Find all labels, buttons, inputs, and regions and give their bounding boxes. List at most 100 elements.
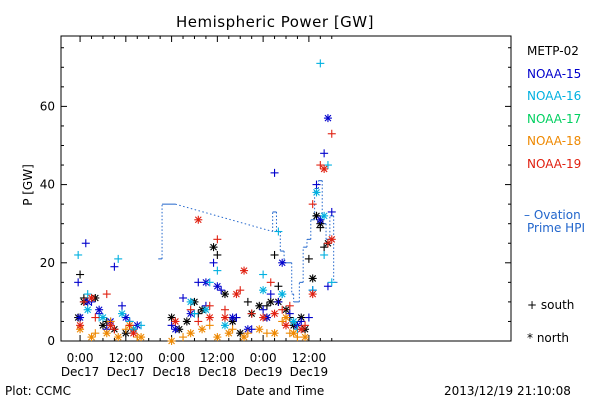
marker-d2 xyxy=(259,314,267,321)
point-noaa-15-south xyxy=(304,313,313,322)
point-noaa-19-north xyxy=(194,215,203,224)
point-noaa-18-north xyxy=(87,333,96,342)
point-metp-02-south xyxy=(320,243,329,252)
point-noaa-16-south xyxy=(190,309,199,318)
marker-legend-south: + south xyxy=(527,298,574,312)
point-noaa-18-south xyxy=(121,325,130,334)
marker-d2 xyxy=(320,165,328,173)
point-noaa-16-south xyxy=(316,59,325,68)
point-noaa-16-north xyxy=(259,286,268,295)
point-metp-02-north xyxy=(236,329,245,338)
point-noaa-19-north xyxy=(270,309,279,318)
point-noaa-16-north xyxy=(186,297,195,306)
marker-label-south: south xyxy=(540,298,575,312)
x-tick-date-5: Dec19 xyxy=(290,365,329,379)
x-tick-date-1: Dec17 xyxy=(107,365,146,379)
point-metp-02-south xyxy=(262,301,271,310)
marker-d2 xyxy=(282,314,290,321)
marker-d2 xyxy=(221,290,229,298)
legend-item-noaa-15: NOAA-15 xyxy=(527,66,582,81)
marker-d2 xyxy=(236,329,244,337)
marker-d2 xyxy=(324,114,332,122)
marker-label-north: north xyxy=(536,331,570,345)
marker-d2 xyxy=(99,321,107,329)
point-noaa-19-south xyxy=(301,321,310,330)
point-metp-02-north xyxy=(308,274,317,283)
point-noaa-18-north xyxy=(102,329,111,338)
marker-d2 xyxy=(194,216,202,224)
point-noaa-19-north xyxy=(320,164,329,173)
point-noaa-15-south xyxy=(274,297,283,306)
marker-d2 xyxy=(118,310,126,318)
point-metp-02-south xyxy=(316,223,325,232)
marker-symbol-north: * xyxy=(527,331,533,345)
point-metp-02-south xyxy=(243,297,252,306)
marker-d2 xyxy=(183,318,191,325)
y-tick-label-1: 20 xyxy=(40,256,55,270)
x-tick-time-0: 0:00 xyxy=(67,351,94,365)
point-noaa-16-south xyxy=(327,278,336,287)
point-metp-02-south xyxy=(270,250,279,259)
point-noaa-15-south xyxy=(320,149,329,158)
point-noaa-19-north xyxy=(282,321,290,330)
point-noaa-19-north xyxy=(259,313,268,322)
legend-item-noaa-18: NOAA-18 xyxy=(527,134,582,148)
point-noaa-16-north xyxy=(118,309,127,318)
marker-d2 xyxy=(130,329,137,337)
marker-d2 xyxy=(206,314,214,321)
point-noaa-15-north xyxy=(278,258,287,267)
point-noaa-15-south xyxy=(81,239,90,248)
marker-d2 xyxy=(88,333,95,341)
x-tick-date-2: Dec18 xyxy=(152,365,191,379)
point-noaa-19-north xyxy=(171,317,180,326)
point-noaa-19-south xyxy=(316,161,325,170)
point-noaa-19-south xyxy=(236,286,245,295)
x-axis-label: Date and Time xyxy=(236,384,325,398)
marker-d2 xyxy=(301,333,309,341)
marker-d2 xyxy=(259,286,267,294)
marker-d2 xyxy=(320,212,328,220)
point-metp-02-north xyxy=(266,297,275,306)
point-noaa-18-south xyxy=(285,329,294,338)
marker-d2 xyxy=(297,325,305,333)
point-noaa-16-north xyxy=(201,305,210,314)
point-metp-02-north xyxy=(255,301,264,310)
marker-d2 xyxy=(84,306,92,314)
legend-item-metp-02: METP-02 xyxy=(527,44,579,58)
marker-d2 xyxy=(187,329,195,337)
point-noaa-19-north xyxy=(220,313,229,322)
point-noaa-15-south xyxy=(194,278,203,287)
marker-d2 xyxy=(114,333,122,341)
point-noaa-15-south xyxy=(74,278,83,287)
point-noaa-18-north xyxy=(213,333,222,342)
marker-d2 xyxy=(172,325,179,333)
marker-d2 xyxy=(225,329,233,337)
point-noaa-15-south xyxy=(312,180,321,189)
point-noaa-18-south xyxy=(205,321,214,330)
marker-d2 xyxy=(282,321,290,329)
point-noaa-16-south xyxy=(213,266,222,275)
point-noaa-19-south xyxy=(278,305,287,314)
point-noaa-19-south xyxy=(194,317,203,326)
point-noaa-16-north xyxy=(320,211,329,220)
point-noaa-15-south xyxy=(110,262,119,271)
x-tick-time-1: 12:00 xyxy=(109,351,144,365)
marker-d2 xyxy=(213,282,221,290)
point-noaa-16-south xyxy=(114,254,123,263)
point-noaa-19-south xyxy=(285,301,294,310)
point-noaa-15-south xyxy=(259,305,268,314)
ovation-label-line2: Prime HPI xyxy=(527,221,585,235)
point-noaa-19-south xyxy=(266,278,275,287)
legend-item-noaa-16: NOAA-16 xyxy=(527,89,582,103)
marker-d2 xyxy=(255,302,263,310)
point-noaa-19-south xyxy=(125,321,134,330)
plot-credit: Plot: CCMC xyxy=(5,384,71,398)
point-noaa-15-south xyxy=(179,293,188,302)
marker-legend-north: * north xyxy=(527,331,569,345)
point-noaa-19-north xyxy=(327,235,336,244)
marker-symbol-south: + xyxy=(527,298,538,312)
point-noaa-15-north xyxy=(323,114,332,123)
marker-d2 xyxy=(309,290,317,298)
point-noaa-16-south xyxy=(137,321,146,330)
